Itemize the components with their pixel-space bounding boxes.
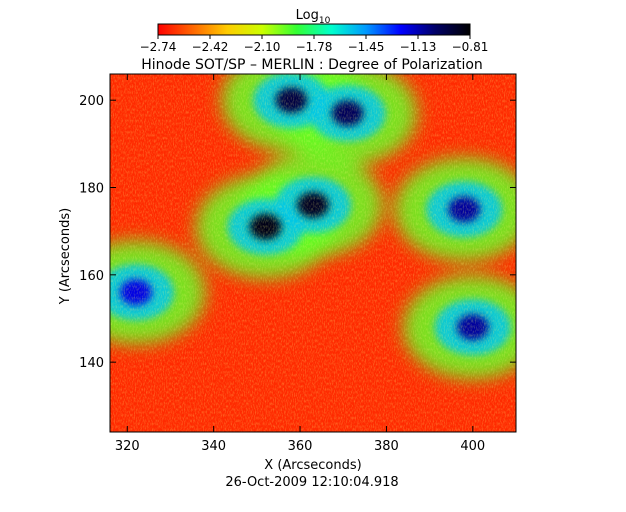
colorbar-tick-label: −1.13 [400,40,437,54]
chart-title: Hinode SOT/SP – MERLIN : Degree of Polar… [141,57,483,73]
heatmap-texture [110,74,516,432]
colorbar-tick-label: −2.10 [244,40,281,54]
plot-frame [109,73,517,433]
colorbar-tick-label: −0.81 [452,40,489,54]
x-tick-label: 340 [201,439,226,454]
colorbar-label: Log10 [296,8,331,26]
timestamp: 26-Oct-2009 12:10:04.918 [225,475,398,490]
y-tick-label: 180 [79,182,104,197]
heatmap-image [110,74,516,432]
colorbar-tick-label: −1.45 [348,40,385,54]
y-tick-label: 140 [79,356,104,371]
x-tick-label: 400 [460,439,485,454]
x-tick-label: 320 [115,439,140,454]
y-tick-label: 160 [79,269,104,284]
y-axis: 140 160 180 200 [79,94,516,371]
colorbar [157,23,471,36]
x-tick-label: 360 [288,439,313,454]
x-axis-label: X (Arcseconds) [264,458,361,473]
colorbar-ticks: −2.74 −2.42 −2.10 −1.78 −1.45 −1.13 −0.81 [140,35,489,54]
x-tick-label: 380 [374,439,399,454]
x-axis: 320 340 360 380 400 [115,74,485,454]
colorbar-tick-label: −1.78 [296,40,333,54]
y-tick-label: 200 [79,94,104,109]
colorbar-tick-label: −2.74 [140,40,177,54]
colorbar-tick-label: −2.42 [192,40,229,54]
y-axis-label: Y (Arcseconds) [58,208,73,305]
